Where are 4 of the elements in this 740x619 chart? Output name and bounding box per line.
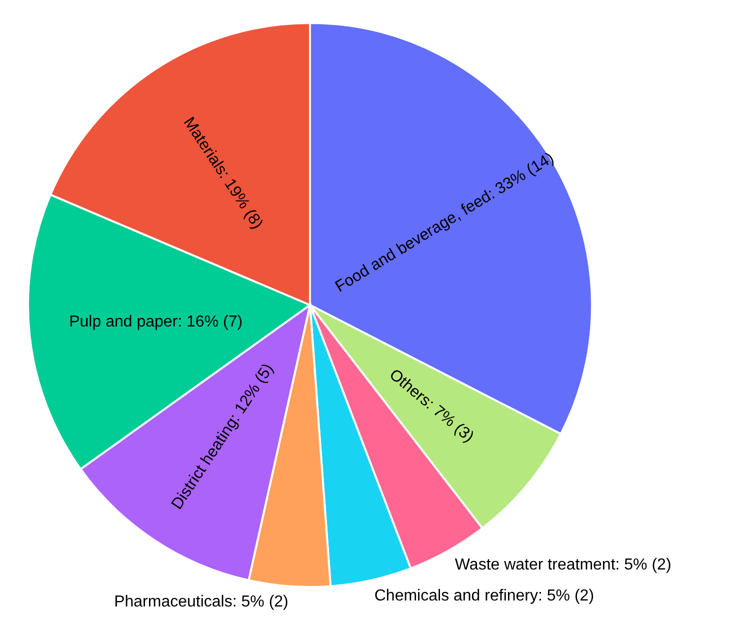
slice-label: Chemicals and refinery: 5% (2) [374, 587, 594, 604]
slice-label: Pulp and paper: 16% (7) [69, 313, 243, 330]
slice-label: Waste water treatment: 5% (2) [454, 556, 672, 574]
slice-label: Pharmaceuticals: 5% (2) [114, 594, 288, 611]
